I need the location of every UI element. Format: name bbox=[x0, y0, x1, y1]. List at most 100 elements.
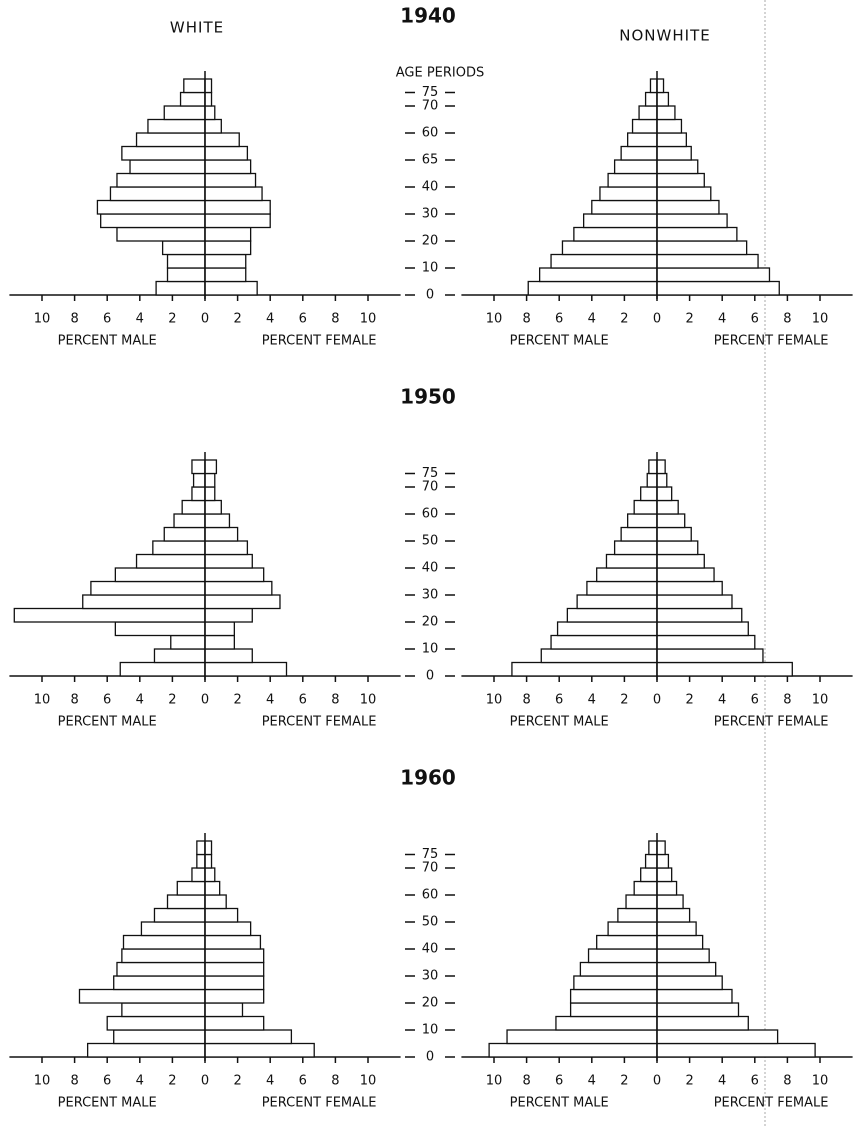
y-tick-label: 50 bbox=[422, 915, 439, 930]
bar bbox=[656, 894, 684, 910]
bar bbox=[656, 580, 723, 596]
bar bbox=[181, 499, 206, 515]
bar bbox=[96, 199, 206, 215]
x-tick-label: 4 bbox=[588, 1074, 596, 1089]
y-tick-label: 0 bbox=[426, 669, 434, 684]
bar bbox=[640, 867, 658, 883]
bar bbox=[204, 907, 239, 923]
bar bbox=[196, 840, 206, 856]
bar bbox=[656, 472, 668, 488]
bar bbox=[656, 213, 728, 229]
x-tick-label: 8 bbox=[331, 693, 339, 708]
bar bbox=[506, 1029, 658, 1045]
x-tick-label: 10 bbox=[34, 312, 51, 327]
bar bbox=[656, 921, 697, 937]
y-tick-label: 20 bbox=[422, 615, 439, 630]
y-tick-label: 40 bbox=[422, 561, 439, 576]
bar bbox=[656, 853, 670, 869]
bar bbox=[573, 975, 658, 991]
bar bbox=[121, 145, 206, 161]
y-tick-label: 30 bbox=[422, 969, 439, 984]
bar bbox=[204, 634, 235, 650]
x-tick-label: 4 bbox=[266, 693, 274, 708]
bar bbox=[620, 145, 658, 161]
bar bbox=[656, 975, 723, 991]
x-tick-label: 0 bbox=[201, 312, 209, 327]
y-tick-label: 40 bbox=[422, 180, 439, 195]
bar bbox=[114, 621, 206, 637]
bar bbox=[656, 280, 780, 296]
x-tick-label: 4 bbox=[588, 312, 596, 327]
x-tick-label: 8 bbox=[783, 1074, 791, 1089]
y-tick-label: 50 bbox=[422, 534, 439, 549]
x-tick-label: 10 bbox=[360, 312, 377, 327]
bar bbox=[119, 661, 206, 677]
bar bbox=[122, 934, 206, 950]
bar bbox=[204, 621, 235, 637]
bar bbox=[613, 540, 658, 556]
column-title: NONWHITE bbox=[619, 27, 710, 45]
y-tick-label: 60 bbox=[422, 126, 439, 141]
x-tick-label: 4 bbox=[588, 693, 596, 708]
x-tick-label: 0 bbox=[653, 1074, 661, 1089]
bar bbox=[13, 607, 206, 623]
bar bbox=[204, 513, 231, 529]
bar bbox=[587, 948, 658, 964]
x-tick-label: 2 bbox=[168, 693, 176, 708]
x-tick-label: 2 bbox=[620, 1074, 628, 1089]
bar bbox=[121, 948, 206, 964]
bar bbox=[591, 199, 658, 215]
x-tick-label: 0 bbox=[201, 1074, 209, 1089]
bar bbox=[631, 118, 658, 134]
x-tick-label: 2 bbox=[168, 1074, 176, 1089]
axis-label: PERCENT MALE bbox=[510, 715, 609, 730]
x-tick-label: 2 bbox=[233, 1074, 241, 1089]
bar bbox=[649, 78, 658, 94]
x-tick-label: 10 bbox=[34, 693, 51, 708]
x-tick-label: 2 bbox=[620, 693, 628, 708]
bar bbox=[656, 145, 692, 161]
bar bbox=[204, 267, 247, 283]
bar bbox=[656, 648, 764, 664]
bar bbox=[191, 867, 206, 883]
bar bbox=[656, 499, 679, 515]
bar bbox=[656, 253, 759, 269]
bar bbox=[204, 648, 253, 664]
y-tick-label: 10 bbox=[422, 642, 439, 657]
bar bbox=[638, 105, 658, 121]
bar bbox=[166, 267, 206, 283]
bar bbox=[173, 513, 206, 529]
bar bbox=[550, 253, 658, 269]
x-tick-label: 8 bbox=[522, 693, 530, 708]
x-tick-label: 6 bbox=[751, 1074, 759, 1089]
bar bbox=[627, 132, 658, 148]
bar bbox=[583, 213, 658, 229]
bar bbox=[204, 105, 216, 121]
bar bbox=[204, 894, 227, 910]
bar bbox=[163, 105, 206, 121]
x-tick-label: 4 bbox=[718, 693, 726, 708]
y-tick-label: 75 bbox=[422, 847, 439, 862]
bar bbox=[204, 499, 222, 515]
bar bbox=[161, 240, 206, 256]
bar bbox=[204, 145, 249, 161]
axis-label: PERCENT FEMALE bbox=[714, 334, 829, 349]
x-tick-label: 10 bbox=[812, 1074, 829, 1089]
bar bbox=[183, 78, 206, 94]
bar bbox=[656, 118, 683, 134]
bar bbox=[656, 267, 771, 283]
x-tick-label: 2 bbox=[233, 312, 241, 327]
bar bbox=[204, 540, 249, 556]
bar bbox=[204, 240, 252, 256]
bar bbox=[204, 172, 257, 188]
x-tick-label: 10 bbox=[486, 312, 503, 327]
bar bbox=[100, 213, 206, 229]
bar bbox=[656, 105, 676, 121]
x-tick-label: 4 bbox=[136, 312, 144, 327]
bar bbox=[596, 567, 658, 583]
bar bbox=[656, 934, 704, 950]
y-tick-label: 0 bbox=[426, 1050, 434, 1065]
bar bbox=[196, 853, 206, 869]
axis-label: PERCENT FEMALE bbox=[262, 715, 377, 730]
bar bbox=[656, 567, 715, 583]
